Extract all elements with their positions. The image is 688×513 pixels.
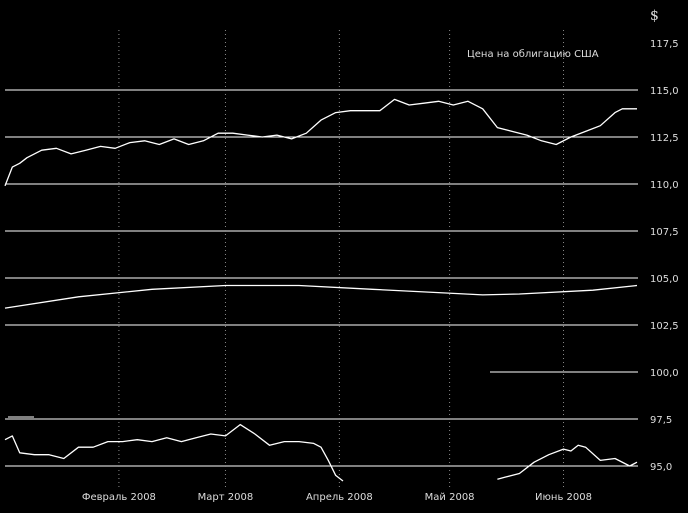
series-line-3 [4, 423, 344, 482]
series-lines [4, 98, 638, 482]
currency-label: $ [650, 8, 659, 24]
y-tick-label: 105,0 [650, 274, 679, 285]
y-tick-label: 97,5 [650, 415, 672, 426]
series-line-1 [4, 98, 637, 187]
chart-annotation: Цена на облигацию США [467, 49, 599, 60]
y-axis-ticks: 117,5 115,0 112,5 110,0 107,5 105,0 102,5 100,0… [650, 39, 679, 473]
y-tick-label: 112,5 [650, 133, 679, 144]
y-tick-label: 95,0 [650, 462, 672, 473]
x-tick-label: Май 2008 [425, 492, 475, 503]
y-tick-label: 107,5 [650, 227, 679, 238]
x-tick-label: Февраль 2008 [82, 492, 156, 503]
y-tick-label: 115,0 [650, 86, 679, 97]
series-line-2 [4, 284, 638, 309]
y-tick-label: 102,5 [650, 321, 679, 332]
y-tick-label: 100,0 [650, 368, 679, 379]
x-tick-label: Апрель 2008 [306, 492, 373, 503]
grid-lines [5, 89, 638, 467]
x-axis-ticks: Февраль 2008 Март 2008 Апрель 2008 Май 2008… [82, 30, 592, 503]
series-line-4 [497, 444, 638, 480]
x-tick-label: Март 2008 [198, 492, 254, 503]
x-tick-label: Июнь 2008 [535, 492, 592, 503]
y-tick-label: 110,0 [650, 180, 679, 191]
y-tick-label: 117,5 [650, 39, 679, 50]
